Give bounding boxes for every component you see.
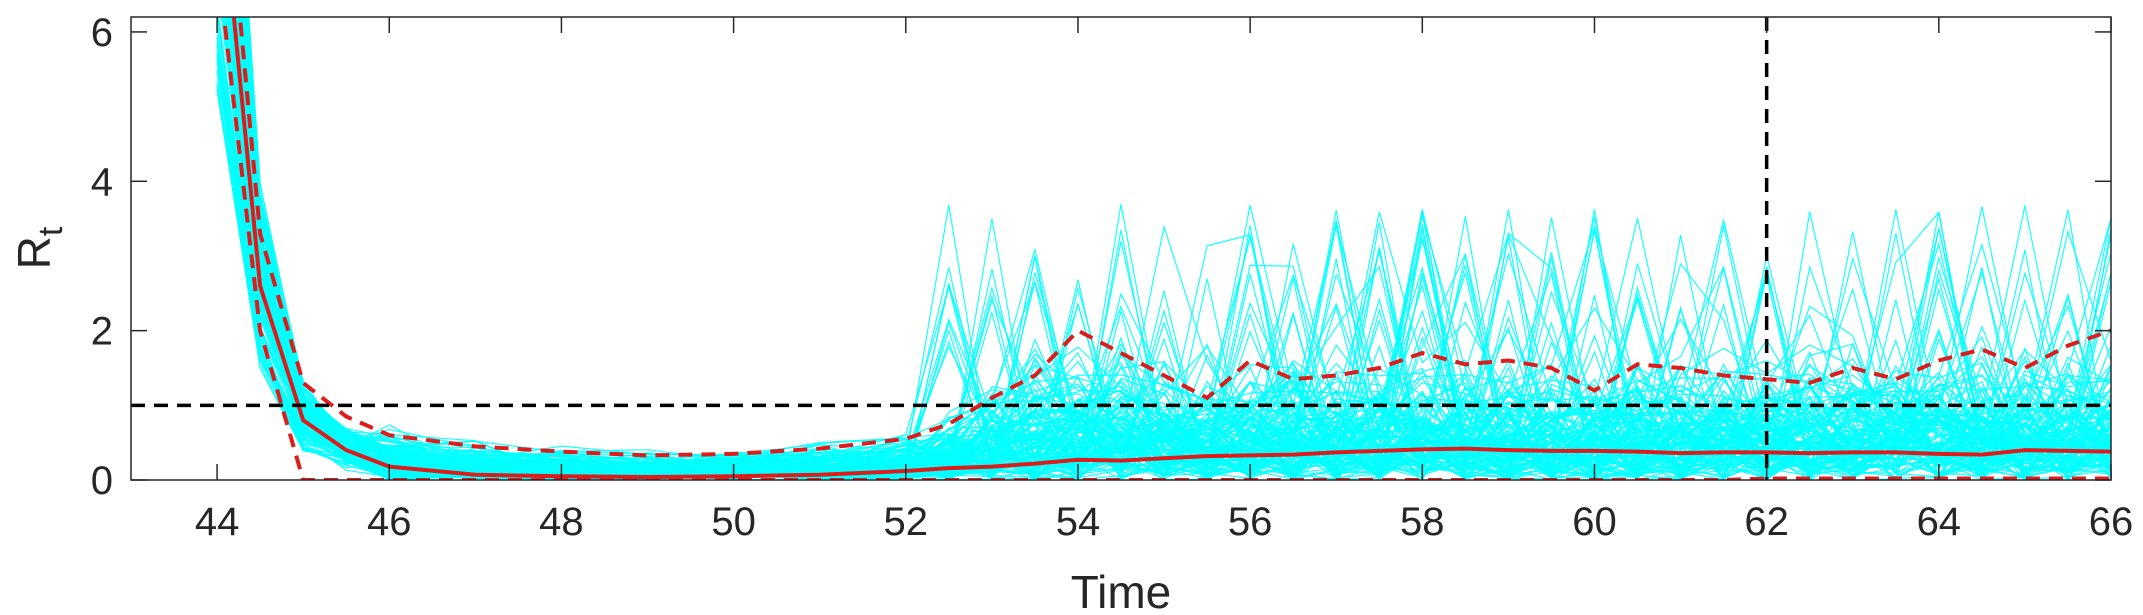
x-tick-label: 52 <box>884 500 929 544</box>
median-line <box>231 17 2111 480</box>
sample-trajectory <box>247 17 2111 479</box>
y-tick-label: 4 <box>91 160 113 204</box>
plot-frame <box>130 16 2112 481</box>
x-tick-label: 50 <box>711 500 756 544</box>
x-tick-label: 46 <box>367 500 412 544</box>
x-tick-label: 44 <box>195 500 240 544</box>
sample-trajectory <box>247 17 2111 480</box>
x-tick-label: 60 <box>1572 500 1617 544</box>
x-tick-label: 66 <box>2089 500 2134 544</box>
x-tick-label: 48 <box>539 500 584 544</box>
y-axis-title-subscript: t <box>32 226 70 236</box>
x-tick-label: 62 <box>1744 500 1789 544</box>
summary-series <box>221 17 2111 480</box>
sample-trajectory <box>246 17 2111 479</box>
reference-lines <box>131 17 2111 480</box>
x-tick-label: 56 <box>1228 500 1273 544</box>
y-axis-title-main: R <box>8 236 60 269</box>
upper-bound-line <box>237 17 2111 458</box>
x-tick-label: 54 <box>1056 500 1101 544</box>
x-tick-label: 64 <box>1917 500 1962 544</box>
x-axis-title: Time <box>1071 566 1172 615</box>
sample-trajectory <box>231 17 2111 474</box>
y-tick-label: 6 <box>91 11 113 55</box>
x-axis: 44 46 48 50 52 54 56 58 60 62 64 66 <box>195 17 2133 544</box>
y-axis-title: Rt <box>8 226 70 269</box>
sample-trajectory <box>224 17 2111 479</box>
y-tick-label: 0 <box>91 459 113 503</box>
sample-trajectories <box>216 17 2111 480</box>
x-tick-label: 58 <box>1400 500 1445 544</box>
sample-trajectory <box>235 17 2111 478</box>
y-axis: 0 2 4 6 <box>91 11 2111 503</box>
sample-trajectory <box>216 85 2111 480</box>
y-tick-label: 2 <box>91 310 113 354</box>
